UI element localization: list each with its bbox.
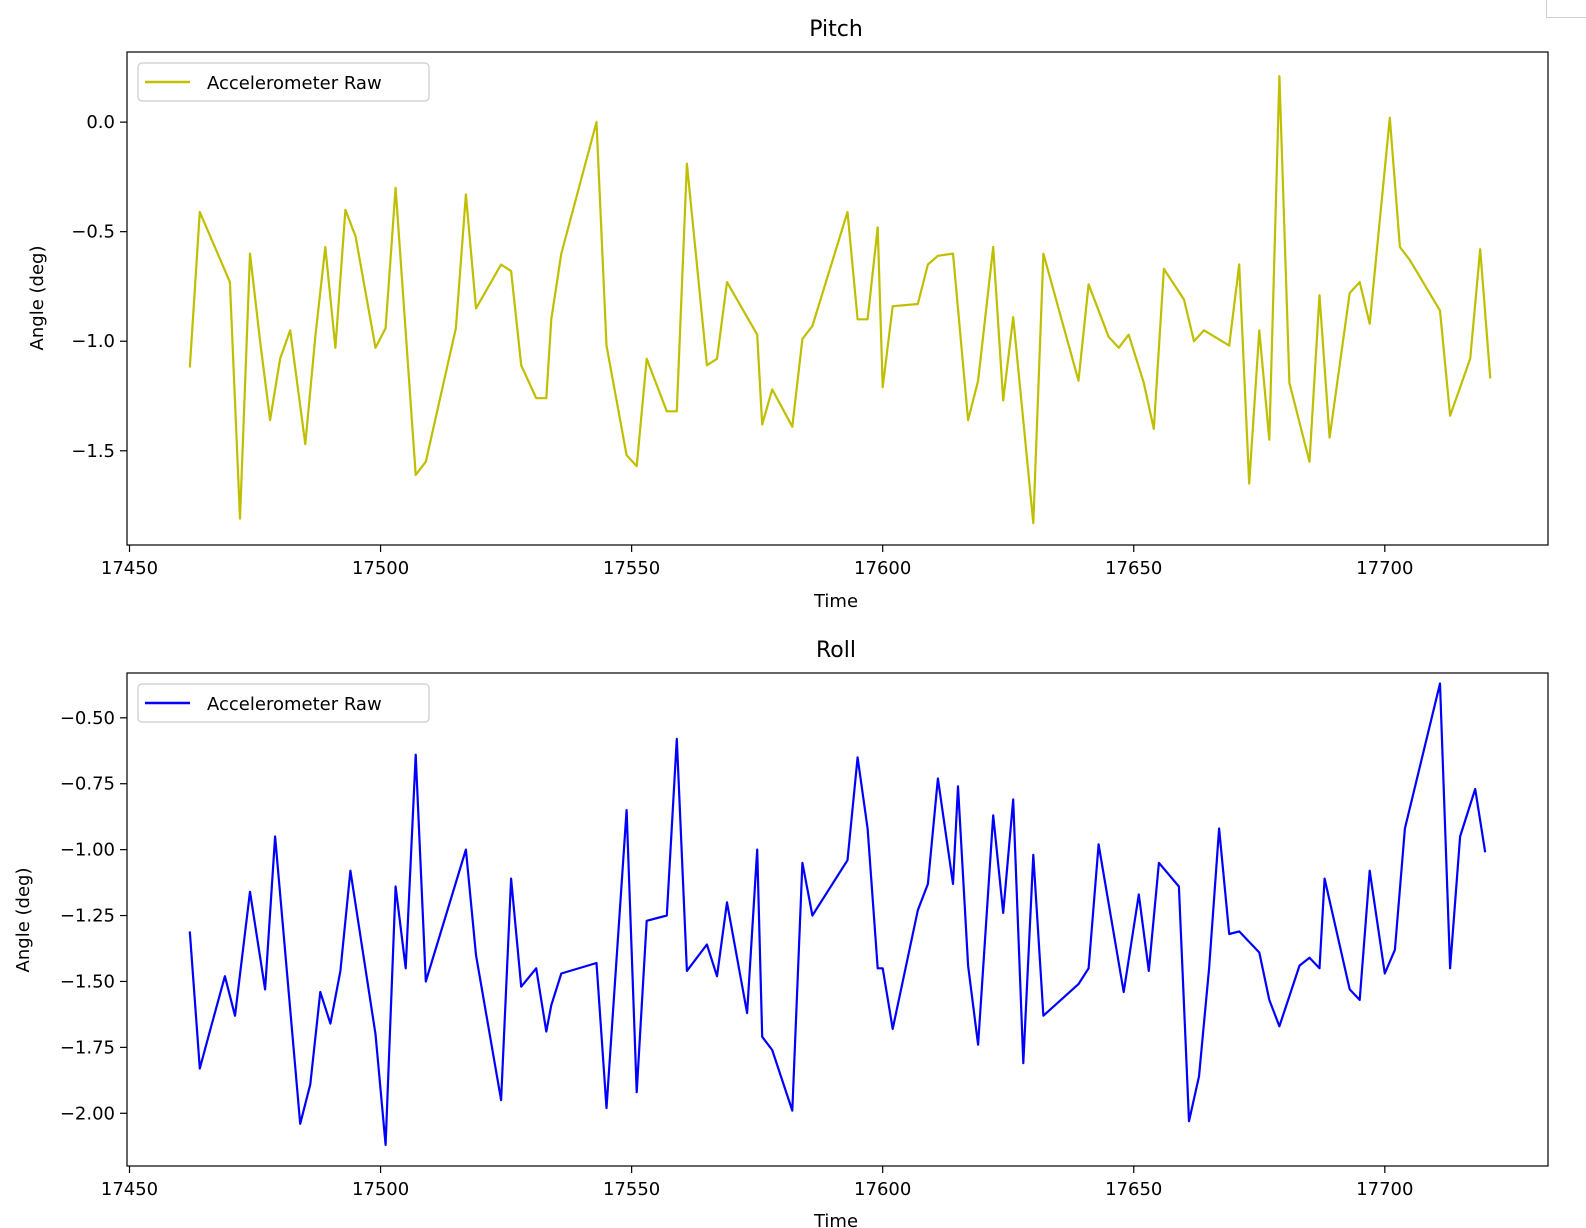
roll-y-axis-label: Angle (deg)	[13, 868, 34, 973]
pitch-ticks: 17450 17500 17550 17600 17650 17700 0.0 −0.5 −1.…	[71, 112, 1413, 579]
roll-ticks: 17450 17500 17550 17600 17650 17700 −0.50 −0.75…	[60, 708, 1414, 1200]
legend-label: Accelerometer Raw	[207, 694, 382, 715]
roll-subplot: Roll Angle (deg) Time 17450 17500 17550 176…	[13, 638, 1549, 1228]
pitch-plot-frame	[126, 51, 1549, 546]
pitch-x-tick-label: 17650	[1105, 558, 1162, 579]
pitch-x-tick-label: 17700	[1356, 558, 1413, 579]
roll-legend: Accelerometer Raw	[137, 683, 430, 723]
roll-x-tick-label: 17700	[1356, 1179, 1413, 1200]
pitch-x-tick-label: 17600	[854, 558, 911, 579]
roll-x-tick-label: 17450	[101, 1179, 158, 1200]
pitch-y-tick-label: 0.0	[86, 112, 115, 133]
pitch-y-tick-label: −1.5	[71, 441, 115, 462]
roll-series-line	[188, 682, 1487, 1147]
roll-x-axis-label: Time	[813, 1211, 858, 1228]
roll-y-tick-label: −1.50	[60, 971, 115, 992]
window-corner-box	[1546, 0, 1586, 18]
roll-x-tick-label: 17600	[854, 1179, 911, 1200]
roll-y-tick-label: −0.50	[60, 708, 115, 729]
roll-y-tick-label: −1.25	[60, 906, 115, 927]
roll-y-tick-label: −1.75	[60, 1037, 115, 1058]
pitch-x-tick-label: 17450	[101, 558, 158, 579]
pitch-title: Pitch	[809, 17, 863, 42]
roll-plot-frame	[126, 672, 1549, 1167]
legend-box	[137, 62, 430, 102]
roll-x-tick-label: 17500	[352, 1179, 409, 1200]
roll-title: Roll	[816, 638, 856, 663]
roll-x-tick-label: 17550	[603, 1179, 660, 1200]
pitch-subplot: Pitch Angle (deg) Time 17450 17500 17550 17…	[27, 17, 1549, 612]
pitch-y-axis-label: Angle (deg)	[27, 246, 48, 351]
pitch-y-tick-label: −0.5	[71, 222, 115, 243]
roll-y-tick-label: −1.00	[60, 840, 115, 861]
legend-box	[137, 683, 430, 723]
pitch-x-tick-label: 17500	[352, 558, 409, 579]
pitch-x-axis-label: Time	[813, 591, 858, 612]
roll-y-tick-label: −2.00	[60, 1103, 115, 1124]
pitch-series-line	[188, 74, 1492, 525]
roll-x-tick-label: 17650	[1105, 1179, 1162, 1200]
pitch-x-tick-label: 17550	[603, 558, 660, 579]
roll-y-tick-label: −0.75	[60, 774, 115, 795]
pitch-legend: Accelerometer Raw	[137, 62, 430, 102]
legend-label: Accelerometer Raw	[207, 73, 382, 94]
pitch-y-tick-label: −1.0	[71, 331, 115, 352]
